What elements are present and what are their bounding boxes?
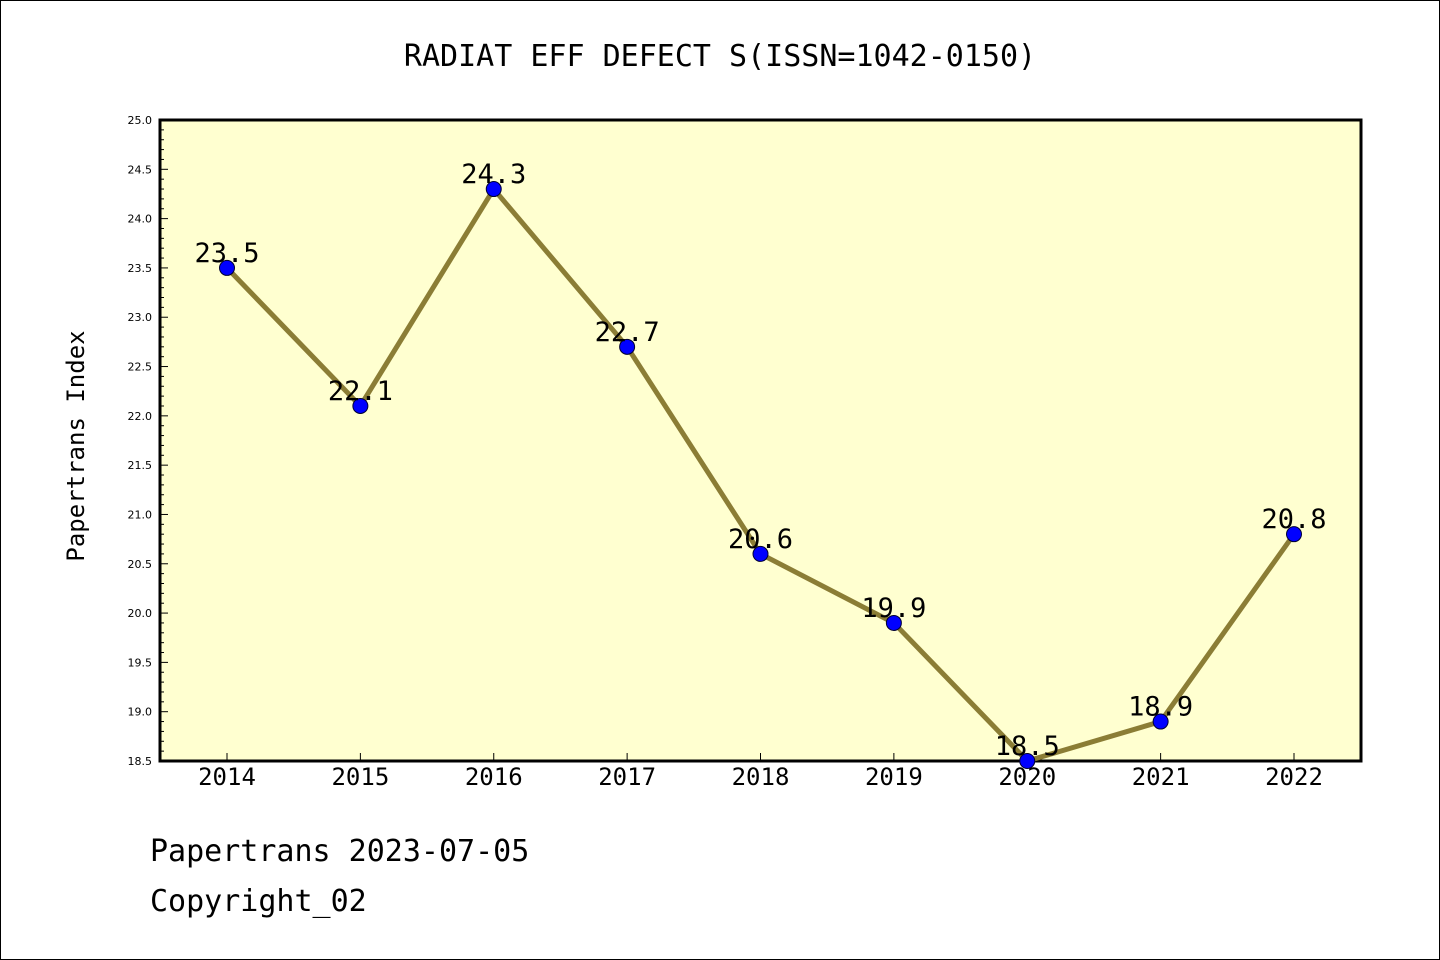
x-tick-label: 2016: [465, 763, 523, 791]
data-label: 20.8: [1261, 504, 1326, 535]
y-tick-label: 24.5: [128, 163, 153, 176]
y-tick-label: 20.5: [128, 558, 153, 571]
x-tick-label: 2018: [732, 763, 790, 791]
y-tick-label: 24.0: [128, 213, 153, 226]
data-point: [619, 338, 636, 355]
y-tick-label: 25.0: [128, 114, 153, 127]
data-point: [219, 259, 235, 276]
data-point: [352, 397, 369, 414]
data-label: 24.3: [461, 159, 526, 190]
footer-date: Papertrans 2023-07-05: [150, 834, 530, 869]
y-tick-label: 23.0: [128, 311, 153, 324]
y-tick-label: 20.0: [128, 607, 153, 620]
data-label: 22.7: [595, 317, 660, 348]
y-tick-label: 21.5: [128, 459, 153, 472]
data-point: [1019, 753, 1036, 769]
chart-title: RADIAT EFF DEFECT S(ISSN=1042-0150): [404, 39, 1036, 74]
data-series: [219, 181, 1302, 769]
y-tick-label: 22.5: [128, 361, 153, 374]
data-label: 19.9: [861, 593, 926, 624]
x-tick-label: 2015: [331, 763, 389, 791]
y-tick-label: 21.0: [128, 508, 153, 521]
x-tick-label: 2017: [598, 763, 656, 791]
x-tick-label: 2014: [198, 763, 256, 791]
data-point: [1152, 713, 1169, 730]
y-axis-label: Papertrans Index: [62, 330, 90, 561]
data-labels: 23.5 22.1 24.3 22.7 20.6 19.9 18.5 18.9 20.8: [194, 159, 1326, 762]
x-tick-label: 2022: [1265, 763, 1323, 791]
data-label: 23.5: [194, 238, 259, 269]
data-label: 18.5: [995, 731, 1060, 762]
x-tick-label: 2021: [1132, 763, 1190, 791]
data-label: 22.1: [328, 376, 393, 407]
plot-area: [158, 118, 1363, 763]
footer-copyright: Copyright_02: [150, 884, 367, 919]
y-tick-label: 19.0: [128, 706, 153, 719]
y-tick-label: 19.5: [128, 656, 153, 669]
y-tick-label: 18.5: [128, 755, 153, 768]
data-point: [752, 545, 769, 562]
x-tick-label: 2019: [865, 763, 923, 791]
y-axis: 18.5 19.0 19.5 20.0 20.5 21.0 21.5 22.0 22.5 23.0…: [128, 114, 168, 768]
data-point: [885, 614, 902, 631]
data-label: 18.9: [1128, 692, 1193, 723]
x-axis: 2014 2015 2016 2017 2018 2019 2020 2021 2022: [198, 753, 1323, 791]
y-tick-label: 22.0: [128, 410, 153, 423]
y-tick-label: 23.5: [128, 262, 153, 275]
data-point: [1286, 526, 1302, 543]
data-point: [485, 181, 502, 198]
data-label: 20.6: [728, 524, 793, 555]
